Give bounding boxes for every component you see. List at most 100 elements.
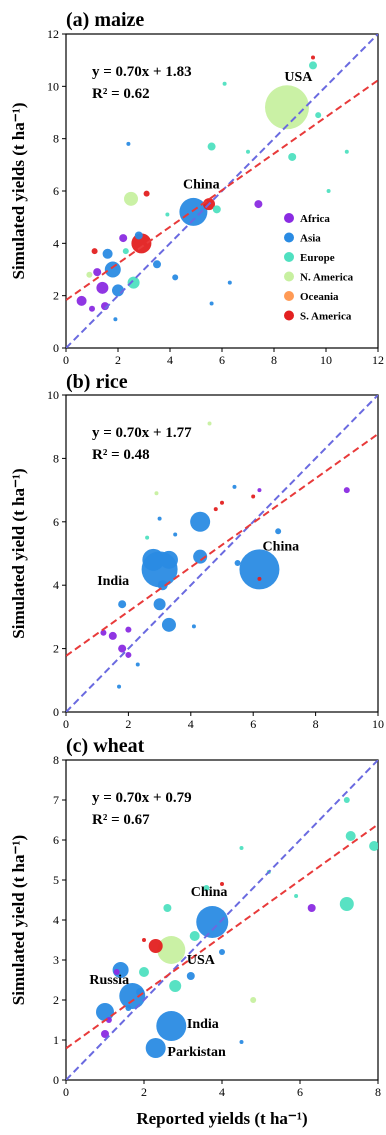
- x-tick-label: 4: [219, 1085, 225, 1099]
- data-point-asia: [173, 532, 178, 537]
- y-axis-label: Simulated yield (t ha⁻¹): [9, 468, 28, 638]
- data-point-europe: [343, 797, 350, 803]
- plot-area: [66, 34, 378, 348]
- data-point-n-america: [124, 191, 138, 206]
- data-point-asia: [134, 231, 143, 240]
- data-point-asia: [219, 949, 225, 955]
- data-point-s-america: [143, 190, 150, 197]
- y-tick-label: 4: [53, 236, 59, 250]
- data-point-asia: [209, 301, 214, 306]
- data-point-asia: [104, 261, 121, 278]
- x-tick-label: 2: [115, 353, 121, 367]
- data-point-europe: [139, 967, 149, 977]
- y-tick-label: 1: [53, 1033, 59, 1047]
- data-point-europe: [345, 831, 356, 841]
- y-tick-label: 8: [53, 451, 59, 465]
- legend-label: Asia: [300, 233, 321, 245]
- country-label: China: [183, 177, 220, 192]
- legend: Africa Asia Europe N. America Oceania S. Amer…: [284, 213, 354, 323]
- data-point-asia: [157, 516, 162, 521]
- y-tick-label: 0: [53, 705, 59, 719]
- data-point-s-america: [311, 55, 315, 60]
- y-tick-label: 5: [53, 873, 59, 887]
- data-point-asia: [161, 617, 176, 632]
- data-point-n-america: [250, 997, 257, 1003]
- data-point-africa: [119, 234, 128, 243]
- y-tick-label: 8: [53, 132, 59, 146]
- data-point-asia: [234, 560, 241, 567]
- data-point-asia: [142, 548, 165, 571]
- data-point-europe: [127, 276, 140, 289]
- data-point-asia: [275, 528, 282, 535]
- plot-area: [66, 395, 378, 712]
- y-tick-label: 6: [53, 515, 59, 529]
- x-tick-label: 0: [63, 1085, 69, 1099]
- x-tick-label: 4: [188, 717, 194, 731]
- data-point-asia: [153, 598, 166, 611]
- panel-wheat: 0 2 4 6 8 0 1 2 3 4 5 6 7 8 China USA Russia India Parkist…: [9, 735, 381, 1099]
- x-tick-label: 6: [297, 1085, 303, 1099]
- data-point-europe: [339, 897, 354, 911]
- data-point-africa: [100, 629, 107, 636]
- data-point-asia: [96, 1003, 114, 1021]
- data-point-africa: [76, 295, 87, 306]
- country-label: India: [187, 1017, 219, 1032]
- data-point-asia: [102, 248, 113, 259]
- one-to-one-line: [66, 760, 378, 1080]
- regression-line: [66, 433, 378, 657]
- y-axis-label: Simulated yield (t ha⁻¹): [9, 835, 28, 1005]
- data-point-asia: [145, 1038, 166, 1058]
- data-point-europe: [169, 980, 182, 992]
- panel-title: (b) rice: [66, 371, 128, 393]
- data-point-europe: [122, 248, 129, 255]
- data-point-europe: [145, 535, 150, 540]
- legend-marker: [284, 291, 294, 301]
- country-label: India: [97, 574, 129, 589]
- data-point-africa: [108, 631, 117, 640]
- data-point-europe: [239, 846, 244, 850]
- data-point-europe: [163, 904, 172, 912]
- data-point-asia: [191, 624, 196, 629]
- y-tick-label: 4: [53, 578, 59, 592]
- y-tick-label: 10: [47, 79, 59, 93]
- data-point-s-america: [148, 939, 163, 953]
- data-point-n-america: [157, 936, 186, 964]
- country-label: USA: [187, 953, 216, 968]
- x-tick-label: 10: [320, 353, 332, 367]
- legend-label: Europe: [300, 252, 335, 264]
- data-point-europe: [222, 81, 227, 86]
- data-point-asia: [186, 972, 195, 980]
- data-point-s-america: [91, 248, 98, 255]
- x-tick-label: 12: [372, 353, 384, 367]
- x-tick-label: 2: [125, 717, 131, 731]
- data-point-asia: [117, 684, 122, 689]
- y-tick-label: 0: [53, 341, 59, 355]
- regression-equation: y = 0.70x + 0.79: [92, 790, 192, 806]
- one-to-one-line: [66, 395, 378, 712]
- panel-maize: 0 2 4 6 8 10 12 0 2 4 6 8 10 12 USA China y = 0.70x + 1.…: [9, 9, 384, 367]
- legend-marker: [284, 232, 294, 243]
- x-tick-label: 8: [375, 1085, 381, 1099]
- data-point-europe: [212, 205, 221, 214]
- data-point-africa: [254, 200, 263, 209]
- data-point-asia: [135, 662, 140, 667]
- data-point-s-america: [213, 507, 218, 512]
- country-label: Russia: [89, 973, 129, 988]
- x-tick-label: 6: [219, 353, 225, 367]
- regression-line: [66, 823, 378, 1050]
- legend-label: S. America: [300, 311, 352, 323]
- data-point-africa: [113, 969, 120, 975]
- data-point-asia: [193, 549, 208, 564]
- data-point-s-america: [220, 882, 224, 886]
- x-tick-label: 10: [372, 717, 384, 731]
- y-tick-label: 2: [53, 993, 59, 1007]
- country-label: China: [191, 885, 228, 900]
- data-point-europe: [369, 841, 378, 851]
- data-point-s-america: [220, 500, 224, 505]
- data-point-africa: [125, 626, 132, 633]
- x-tick-label: 8: [271, 353, 277, 367]
- plot-area: [66, 760, 378, 1080]
- data-point-europe: [207, 142, 216, 151]
- regression-line: [66, 79, 378, 301]
- data-point-s-america: [257, 576, 262, 581]
